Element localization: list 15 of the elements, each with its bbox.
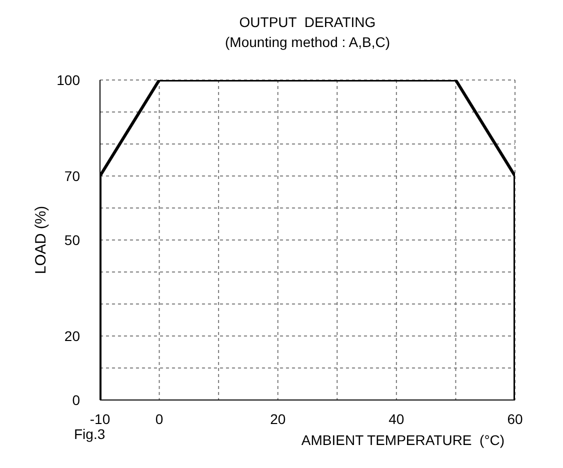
x-tick-label: 40 <box>388 410 404 427</box>
caption: Fig.3 <box>74 426 106 442</box>
y-tick-label: 0 <box>72 392 80 408</box>
x-tick-label: 20 <box>270 410 286 427</box>
y-tick-label: 100 <box>56 72 80 88</box>
chart-title: OUTPUT DERATING <box>238 14 377 30</box>
x-tick-label: 0 <box>155 410 164 427</box>
y-axis-title: LOAD (%) <box>32 206 50 274</box>
x-tick-label: 60 <box>507 410 523 427</box>
y-tick-label: 20 <box>64 328 80 344</box>
x-axis-title: AMBIENT TEMPERATURE (°C) <box>300 432 506 448</box>
y-tick-label: 50 <box>64 232 80 248</box>
chart-subtitle: (Mounting method : A,B,C) <box>224 34 391 50</box>
y-tick-label: 70 <box>64 168 80 184</box>
x-tick-label: -10 <box>90 410 110 427</box>
